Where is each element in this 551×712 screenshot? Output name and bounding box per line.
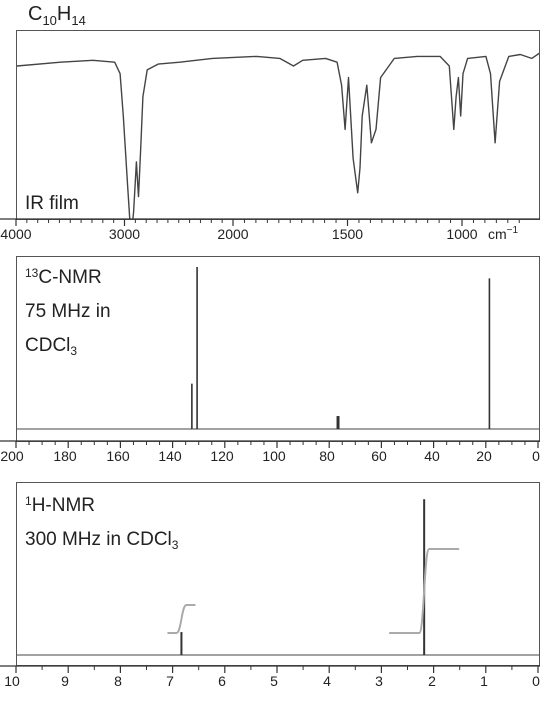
ir-tick-label: 3000 [109,226,140,242]
c13-tick-label: 180 [53,448,77,464]
h1-tick-label: 2 [428,673,436,689]
h1-tick-label: 4 [323,673,331,689]
c13-tick-label: 200 [0,448,24,464]
ir-tick-label: 4000 [0,226,31,242]
c13-label-line3: CDCl3 [25,335,78,358]
h1-label-line2: 300 MHz in CDCl3 [25,529,179,552]
c13-nmr-plot [17,267,539,430]
h1-integration-curve [389,548,460,634]
h1-tick-label: 9 [61,673,69,689]
h1-tick-label: 3 [375,673,383,689]
molecular-formula: C10H14 [28,3,86,28]
ir-tick-label: 1000 [446,226,477,242]
h1-tick-label: 5 [270,673,278,689]
ir-label: IR film [25,193,79,214]
c13-tick-label: 0 [532,448,540,464]
c13-tick-label: 120 [210,448,234,464]
ir-tick-label: 2000 [217,226,248,242]
c13-tick-label: 100 [262,448,286,464]
h1-tick-label: 6 [218,673,226,689]
h1-tick-label: 10 [4,673,20,689]
h1-tick-label: 8 [114,673,122,689]
c13-tick-label: 40 [424,448,440,464]
h1-nmr-panel: 1H-NMR 300 MHz in CDCl3 [16,482,540,666]
ir-tick-label: 1500 [332,226,363,242]
c13-label-line2: 75 MHz in [25,301,111,322]
ir-trace [17,52,539,219]
c13-tick-label: 60 [371,448,387,464]
c13-tick-label: 80 [319,448,335,464]
h1-integration-curve [167,604,196,634]
ir-spectrum-plot [17,52,539,219]
h1-nmr-plot [17,499,539,656]
c13-label-line1: 13C-NMR [25,266,102,288]
ir-spectrum-panel: IR film [16,30,540,220]
c13-tick-label: 160 [106,448,130,464]
c13-tick-label: 20 [476,448,492,464]
h1-tick-label: 0 [532,673,540,689]
ir-unit-label: cm−1 [488,225,519,242]
h1-tick-label: 1 [480,673,488,689]
h1-label-line1: 1H-NMR [25,494,96,516]
c13-tick-label: 140 [158,448,182,464]
h1-tick-label: 7 [166,673,174,689]
